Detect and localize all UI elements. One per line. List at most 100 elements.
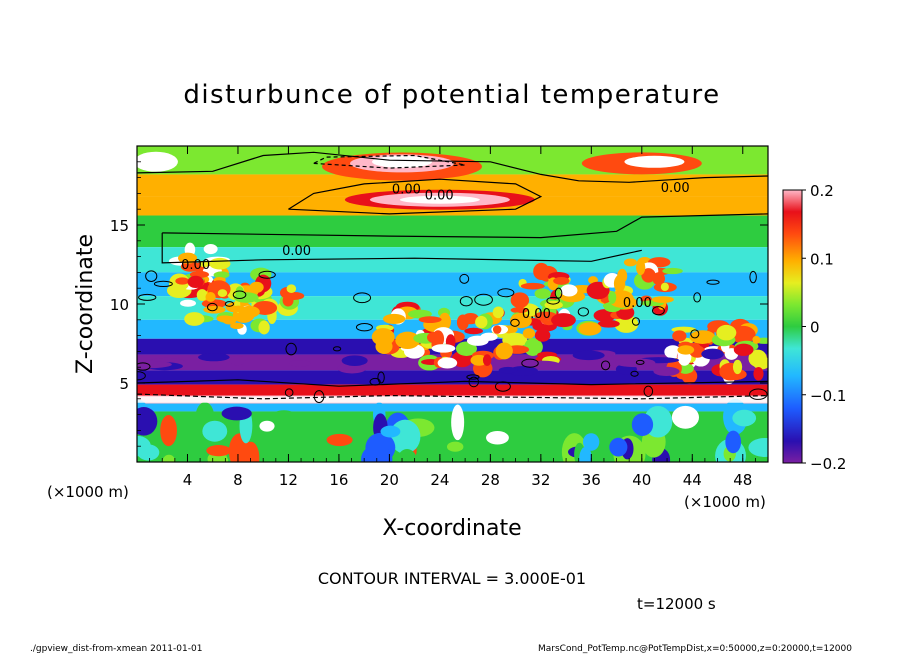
- contour-small-25: [369, 377, 381, 386]
- plume-1-15: [258, 320, 270, 335]
- colorbar-tick-label-4: −0.2: [810, 455, 846, 473]
- contour-neg-4km: [137, 393, 768, 400]
- time-label: t=12000 s: [637, 595, 716, 613]
- contour-small-34: [693, 292, 701, 303]
- plume-2-25: [178, 252, 198, 264]
- plume-5-25: [480, 332, 498, 341]
- plume-2-24: [209, 257, 231, 270]
- plume-10-19: [730, 325, 756, 344]
- band-1: [137, 174, 768, 197]
- plume-10-24: [752, 335, 761, 344]
- low-cell-51: [361, 444, 393, 462]
- contour-small-0: [137, 362, 151, 371]
- plume-8-16: [641, 268, 656, 283]
- plume-4-0: [464, 327, 484, 335]
- plume-10-23: [733, 343, 754, 356]
- contour-5km: [137, 379, 768, 387]
- contour-low-2: [161, 232, 642, 264]
- plume-2-12: [199, 261, 210, 268]
- contour-small-20: [459, 296, 473, 307]
- top-left-orange: [156, 184, 193, 197]
- x-tick-label-0: 4: [183, 471, 193, 489]
- contour-small-28: [497, 288, 515, 298]
- plume-5-15: [475, 315, 488, 329]
- plume-8-23: [651, 296, 674, 303]
- low-cell-11: [609, 437, 628, 457]
- low-cell-44: [725, 430, 742, 454]
- plume-10-7: [753, 366, 764, 381]
- contour-small-10: [207, 302, 218, 312]
- band-11: [137, 384, 768, 396]
- x-tick-label-1: 8: [233, 471, 243, 489]
- x-tick-label-4: 20: [380, 471, 399, 489]
- contour-small-18: [546, 296, 560, 305]
- top-patch-white: [372, 155, 433, 168]
- contour-small-37: [332, 346, 342, 352]
- contour-label-4: 0.00: [522, 307, 551, 322]
- x-tick-label-5: 24: [430, 471, 449, 489]
- convective-plumes: [137, 151, 768, 462]
- contour-small-4: [554, 287, 563, 299]
- x-unit-right: (×1000 m): [684, 493, 766, 511]
- plume-8-13: [660, 282, 669, 292]
- lower-dark-4: [198, 353, 230, 362]
- plume-2-17: [180, 261, 201, 272]
- contour-lines: [137, 151, 768, 404]
- plume-2-3: [203, 244, 218, 255]
- plume-8-24: [608, 290, 617, 304]
- low-cell-28: [326, 433, 353, 447]
- plume-1-24: [233, 292, 259, 303]
- lower-dark-12: [341, 355, 368, 366]
- colorbar-ticks: 0.2 0.1 0 −0.1 −0.2: [802, 182, 846, 473]
- plume-5-12: [482, 354, 492, 366]
- plume-2-10: [196, 289, 208, 301]
- low-cell-10: [451, 404, 465, 441]
- lower-dark-17: [137, 360, 172, 369]
- x-tick-label-3: 16: [329, 471, 348, 489]
- low-cell-27: [202, 420, 228, 442]
- contour-small-12: [224, 301, 234, 307]
- colorbar-tick-label-1: 0.1: [810, 250, 834, 268]
- contour-small-23: [631, 317, 640, 326]
- plume-6-18: [509, 313, 532, 329]
- contour-small-19: [459, 273, 470, 284]
- contour-label-1: 0.00: [181, 258, 210, 273]
- colorbar-tick-label-2: 0: [810, 319, 820, 337]
- contour-small-11: [651, 306, 665, 316]
- contour-small-36: [749, 270, 757, 284]
- footer-right: MarsCond_PotTemp.nc@PotTempDist,x=0:5000…: [538, 644, 852, 654]
- contour-small-16: [468, 376, 480, 388]
- plume-1-18: [282, 294, 294, 307]
- plume-3-22: [395, 331, 420, 350]
- low-cell-46: [162, 454, 176, 462]
- plume-6-22: [534, 288, 551, 299]
- contour-small-33: [138, 293, 157, 301]
- low-cell-25: [137, 406, 158, 436]
- plume-4-14: [456, 314, 469, 331]
- footer-left: ./gpview_dist-from-xmean 2011-01-01: [30, 644, 202, 654]
- contour-low: [162, 213, 768, 239]
- x-axis-ticks: 4 8 12 16 20 24 28 32 36 40 44 48: [136, 146, 769, 489]
- plume-2-22: [175, 277, 190, 285]
- contour-small-29: [690, 329, 700, 339]
- plume-0-18: [180, 299, 196, 307]
- chart-title: disturbunce of potential temperature: [183, 80, 720, 110]
- contour-small-21: [355, 323, 373, 332]
- contour-small-3: [510, 318, 520, 327]
- plume-4-24: [437, 357, 458, 369]
- plume-7-6: [597, 319, 620, 328]
- contour-neg-top: [313, 154, 466, 169]
- contour-small-31: [466, 374, 480, 380]
- lower-dark-7: [228, 355, 246, 366]
- plume-6-12: [510, 307, 528, 314]
- contour-small-5: [313, 390, 325, 404]
- plume-6-23: [510, 292, 530, 309]
- plume-6-24: [553, 276, 570, 285]
- top-patch-left: [137, 151, 178, 172]
- contour-label-6: 0.00: [425, 189, 454, 204]
- contour-small-2: [635, 359, 645, 365]
- contour-small-9: [137, 371, 146, 381]
- contour-small-17: [474, 293, 493, 306]
- plume-6-25: [534, 311, 558, 321]
